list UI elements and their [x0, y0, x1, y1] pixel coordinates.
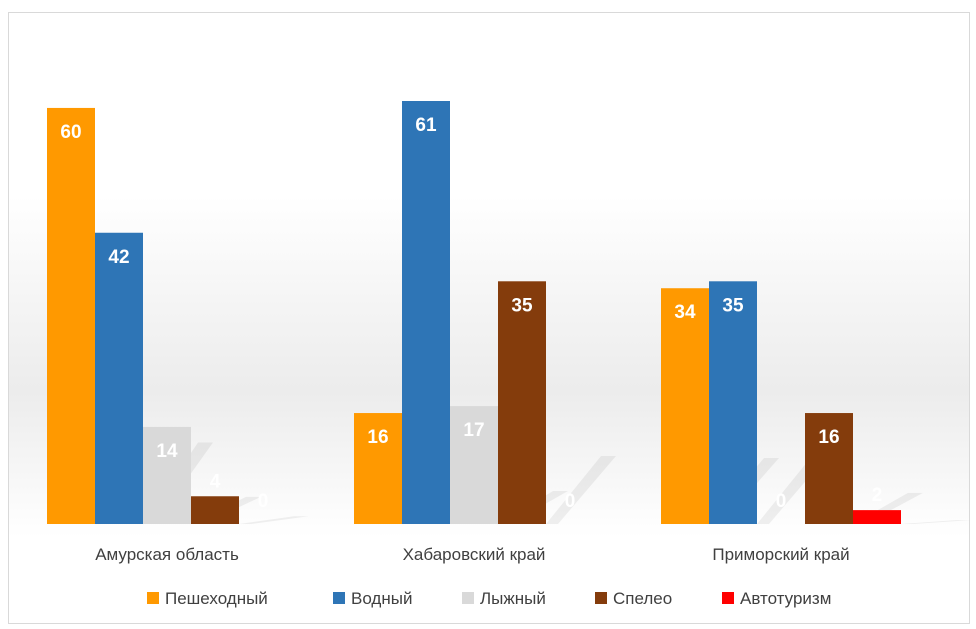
data-label: 4: [210, 471, 221, 492]
legend-swatch-1: [147, 592, 159, 604]
bar-3-1: [661, 288, 709, 524]
legend-label: Автотуризм: [740, 589, 831, 608]
bars-group: [47, 101, 901, 525]
data-label: 61: [415, 115, 437, 136]
bar-2-2: [402, 101, 450, 524]
legend-swatch-2: [333, 592, 345, 604]
legend-swatch-4: [595, 592, 607, 604]
bar-2-3: [450, 406, 498, 524]
bar-3-4: [805, 413, 853, 524]
legend-label: Лыжный: [480, 589, 546, 608]
data-label: 60: [60, 122, 81, 143]
bar-1-3: [143, 426, 191, 524]
data-label: 34: [674, 302, 696, 323]
data-label: 16: [818, 427, 839, 448]
legend-label: Спелео: [613, 589, 672, 608]
bar-2-4: [498, 281, 546, 524]
data-label: 14: [156, 441, 178, 462]
category-labels-group: Амурская область Хабаровский край Приморск…: [95, 545, 849, 564]
data-labels-group: 60 42 14 4 0 16 61 17 35 0 34 35 0 16 2: [60, 115, 882, 512]
data-label: 0: [565, 491, 576, 512]
bar-3-5: [853, 510, 901, 524]
bar-2-1: [354, 413, 402, 524]
bar-shadow: [546, 456, 616, 524]
legend-label: Пешеходный: [165, 589, 268, 608]
category-label: Приморский край: [712, 545, 849, 564]
bar-1-2: [95, 232, 143, 525]
legend: Пешеходный Водный Лыжный Спелео Автотуризм: [147, 589, 831, 608]
bar-1-4: [191, 496, 239, 524]
bar-shadow: [239, 516, 309, 524]
data-label: 35: [511, 295, 533, 316]
data-label: 35: [722, 295, 744, 316]
category-label: Амурская область: [95, 545, 239, 564]
bar-1-1: [47, 107, 95, 525]
data-label: 16: [367, 427, 388, 448]
legend-swatch-5: [722, 592, 734, 604]
data-label: 17: [463, 420, 484, 441]
bar-3-2: [709, 281, 757, 524]
legend-swatch-3: [462, 592, 474, 604]
data-label: 0: [776, 491, 787, 512]
data-label: 2: [872, 485, 883, 506]
category-label: Хабаровский край: [403, 545, 546, 564]
legend-label: Водный: [351, 589, 412, 608]
bar-shadow: [901, 520, 971, 524]
data-label: 0: [258, 491, 269, 512]
data-label: 42: [108, 247, 129, 268]
